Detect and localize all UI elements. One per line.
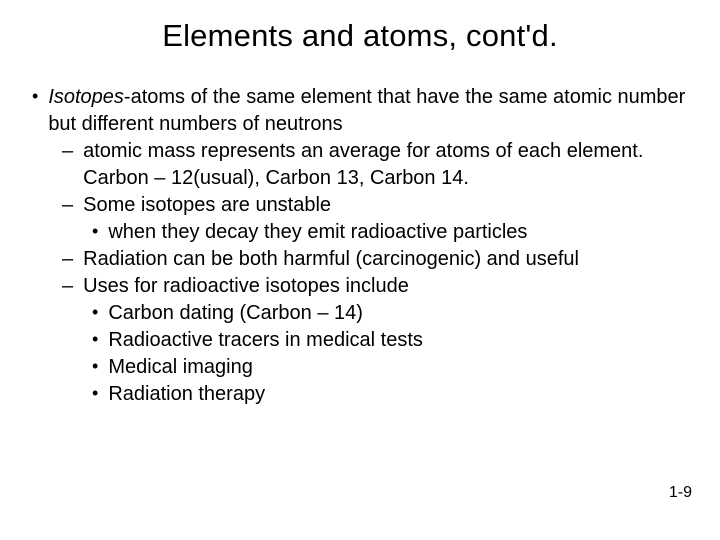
- bullet-text: Isotopes-atoms of the same element that …: [48, 84, 688, 138]
- bullet-item: • Isotopes-atoms of the same element tha…: [32, 84, 688, 138]
- slide-number: 1-9: [669, 484, 692, 502]
- bullet-mark: •: [92, 327, 98, 351]
- bullet-mark: •: [92, 219, 98, 243]
- bullet-mark: •: [92, 354, 98, 378]
- bullet-text: Radiation can be both harmful (carcinoge…: [83, 246, 688, 273]
- bullet-item: – atomic mass represents an average for …: [32, 138, 688, 192]
- bullet-item: • Carbon dating (Carbon – 14): [32, 300, 688, 327]
- bullet-text: when they decay they emit radioactive pa…: [108, 219, 688, 246]
- bullet-item: – Uses for radioactive isotopes include: [32, 273, 688, 300]
- bullet-text: Uses for radioactive isotopes include: [83, 273, 688, 300]
- bullet-item: – Some isotopes are unstable: [32, 192, 688, 219]
- bullet-text-rest: -atoms of the same element that have the…: [48, 86, 685, 135]
- dash-mark: –: [62, 246, 73, 273]
- bullet-item: • Medical imaging: [32, 354, 688, 381]
- slide-title: Elements and atoms, cont'd.: [32, 18, 688, 54]
- bullet-mark: •: [32, 84, 38, 108]
- bullet-item: • Radiation therapy: [32, 381, 688, 408]
- dash-mark: –: [62, 138, 73, 165]
- bullet-mark: •: [92, 300, 98, 324]
- bullet-text: Medical imaging: [108, 354, 688, 381]
- bullet-text: Some isotopes are unstable: [83, 192, 688, 219]
- bullet-text: atomic mass represents an average for at…: [83, 138, 688, 192]
- slide: Elements and atoms, cont'd. • Isotopes-a…: [0, 0, 720, 540]
- bullet-item: – Radiation can be both harmful (carcino…: [32, 246, 688, 273]
- bullet-text: Carbon dating (Carbon – 14): [108, 300, 688, 327]
- bullet-text: Radiation therapy: [108, 381, 688, 408]
- bullet-item: • Radioactive tracers in medical tests: [32, 327, 688, 354]
- dash-mark: –: [62, 273, 73, 300]
- bullet-mark: •: [92, 381, 98, 405]
- bullet-item: • when they decay they emit radioactive …: [32, 219, 688, 246]
- italic-term: Isotopes: [48, 86, 124, 108]
- dash-mark: –: [62, 192, 73, 219]
- content-body: • Isotopes-atoms of the same element tha…: [32, 84, 688, 408]
- bullet-text: Radioactive tracers in medical tests: [108, 327, 688, 354]
